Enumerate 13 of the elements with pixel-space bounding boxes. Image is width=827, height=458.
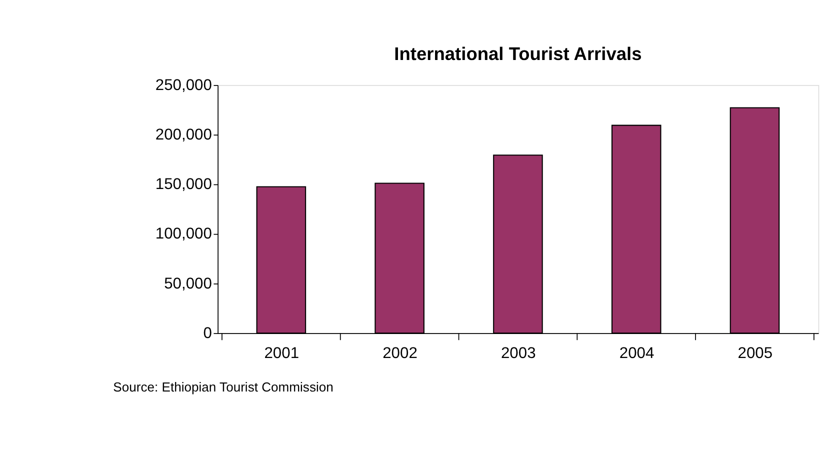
x-tick-label: 2002 xyxy=(382,344,418,362)
y-tick-label: 0 xyxy=(203,324,212,342)
source-note: Source: Ethiopian Tourist Commission xyxy=(113,379,334,394)
chart-title: International Tourist Arrivals xyxy=(394,42,642,64)
y-tick-label: 150,000 xyxy=(155,176,212,194)
y-tick-label: 50,000 xyxy=(164,275,212,292)
y-tick-label: 200,000 xyxy=(155,126,212,144)
x-tick-label: 2004 xyxy=(619,344,654,362)
y-tick-label: 100,000 xyxy=(155,226,212,243)
x-tick-label: 2001 xyxy=(264,344,300,362)
x-tick-label: 2005 xyxy=(738,344,773,362)
x-tick-label: 2003 xyxy=(500,344,536,362)
y-tick-label: 250,000 xyxy=(155,76,212,94)
